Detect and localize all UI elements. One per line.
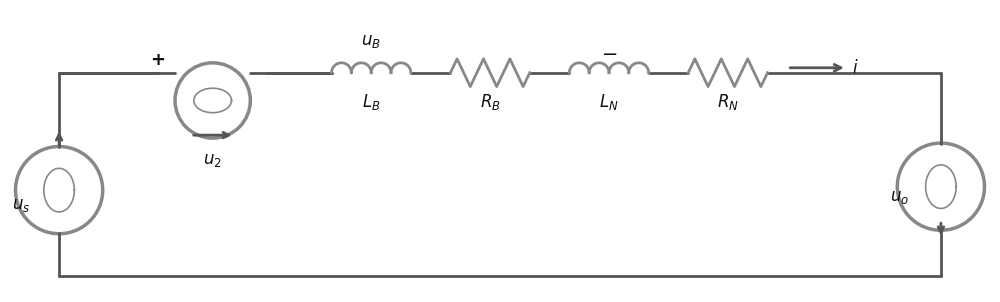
Text: $u_B$: $u_B$ <box>361 32 381 50</box>
Text: $i$: $i$ <box>852 59 858 77</box>
Text: $u_o$: $u_o$ <box>890 188 909 206</box>
Text: $L_B$: $L_B$ <box>362 92 380 112</box>
Text: $-$: $-$ <box>601 43 617 63</box>
Text: +: + <box>150 51 165 69</box>
Text: $R_N$: $R_N$ <box>717 92 739 112</box>
Text: $u_s$: $u_s$ <box>12 196 31 214</box>
Text: $R_B$: $R_B$ <box>480 92 501 112</box>
Text: $u_2$: $u_2$ <box>203 151 222 169</box>
Text: $L_N$: $L_N$ <box>599 92 619 112</box>
